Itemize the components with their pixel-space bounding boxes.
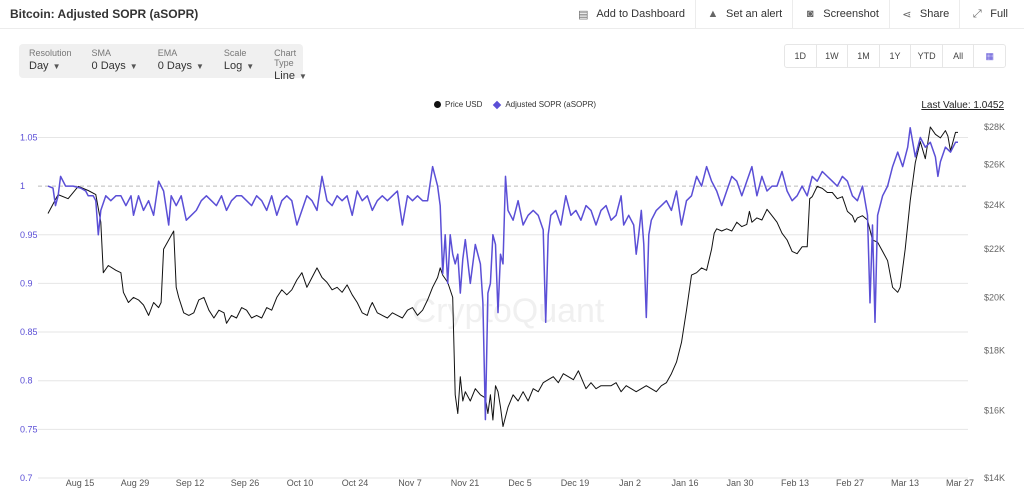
add-to-dashboard-button[interactable]: ▤ Add to Dashboard bbox=[566, 0, 695, 28]
legend-sopr-label: Adjusted SOPR (aSOPR) bbox=[505, 100, 597, 109]
y-right-tick-label: $16K bbox=[984, 405, 1005, 415]
y-right-tick-label: $24K bbox=[984, 200, 1005, 210]
sma-select[interactable]: SMA 0 Days ▼ bbox=[82, 44, 148, 78]
fullscreen-label: Full bbox=[990, 8, 1008, 20]
x-tick-label: Sep 26 bbox=[231, 478, 260, 488]
x-tick-label: Jan 16 bbox=[671, 478, 698, 488]
y-right-tick-label: $20K bbox=[984, 292, 1005, 302]
x-tick-label: Aug 29 bbox=[121, 478, 150, 488]
y-left-tick-label: 0.85 bbox=[20, 327, 38, 337]
asopr-line[interactable] bbox=[47, 126, 958, 421]
set-alert-button[interactable]: ▲ Set an alert bbox=[694, 0, 792, 28]
x-tick-label: Jan 2 bbox=[619, 478, 641, 488]
screenshot-button[interactable]: ◙ Screenshot bbox=[792, 0, 889, 28]
bell-icon: ▲ bbox=[707, 8, 719, 20]
y-right-tick-label: $14K bbox=[984, 473, 1005, 483]
x-tick-label: Dec 5 bbox=[508, 478, 532, 488]
camera-icon: ◙ bbox=[806, 8, 814, 20]
x-tick-label: Mar 27 bbox=[946, 478, 974, 488]
share-label: Share bbox=[919, 8, 950, 20]
range-1d-button[interactable]: 1D bbox=[794, 51, 807, 61]
chart-settings: Resolution Day ▼ SMA 0 Days ▼ EMA 0 Days ▼ … bbox=[19, 44, 307, 82]
header-bar: Bitcoin: Adjusted SOPR (aSOPR) ▤ Add to D… bbox=[0, 0, 1024, 29]
share-button[interactable]: ⋖ Share bbox=[888, 0, 959, 28]
scale-select[interactable]: Scale Log ▼ bbox=[214, 44, 264, 78]
y-right-tick-label: $22K bbox=[984, 244, 1005, 254]
range-1y-button[interactable]: 1Y bbox=[878, 45, 911, 67]
header-actions: ▤ Add to Dashboard ▲ Set an alert ◙ Screens… bbox=[566, 0, 1018, 28]
x-tick-label: Dec 19 bbox=[561, 478, 590, 488]
ema-select[interactable]: EMA 0 Days ▼ bbox=[148, 44, 214, 78]
x-tick-label: Nov 21 bbox=[451, 478, 480, 488]
y-left-tick-label: 0.7 bbox=[20, 473, 33, 483]
chart-type-select[interactable]: Chart Type Line ▼ bbox=[264, 44, 317, 82]
chevron-down-icon: ▼ bbox=[298, 72, 307, 81]
range-buttons: 1D 1W 1M 1Y YTD All ▦ bbox=[784, 44, 1006, 68]
ema-label: EMA bbox=[157, 48, 178, 58]
dashboard-icon: ▤ bbox=[578, 8, 589, 21]
watermark: CryptoQuant bbox=[412, 292, 605, 330]
legend-sopr[interactable]: Adjusted SOPR (aSOPR) bbox=[493, 100, 597, 109]
chart-title: Bitcoin: Adjusted SOPR (aSOPR) bbox=[10, 7, 199, 21]
legend-price-marker bbox=[434, 101, 441, 108]
x-tick-label: Feb 27 bbox=[836, 478, 864, 488]
y-left-tick-label: 0.8 bbox=[20, 376, 33, 386]
x-tick-label: Feb 13 bbox=[781, 478, 809, 488]
chevron-down-icon: ▼ bbox=[195, 62, 204, 71]
y-left-tick-label: 0.9 bbox=[20, 278, 33, 288]
range-1m-button[interactable]: 1M bbox=[847, 45, 879, 67]
x-tick-label: Aug 15 bbox=[66, 478, 95, 488]
chart-type-label: Chart Type bbox=[274, 48, 297, 68]
y-right-tick-label: $26K bbox=[984, 159, 1005, 169]
scale-value: Log bbox=[223, 60, 243, 72]
chart-type-value: Line bbox=[274, 70, 295, 82]
range-ytd-button[interactable]: YTD bbox=[910, 45, 942, 67]
x-tick-label: Mar 13 bbox=[891, 478, 919, 488]
resolution-label: Resolution bbox=[29, 48, 72, 58]
price-usd-line[interactable] bbox=[47, 126, 958, 427]
y-left-tick-label: 1.05 bbox=[20, 132, 38, 142]
resolution-value: Day bbox=[29, 60, 49, 72]
y-right-tick-label: $28K bbox=[984, 122, 1005, 132]
scale-label: Scale bbox=[223, 48, 247, 58]
chevron-down-icon: ▼ bbox=[52, 62, 61, 71]
range-1w-button[interactable]: 1W bbox=[815, 45, 848, 67]
last-value-link[interactable]: Last Value: 1.0452 bbox=[921, 100, 1004, 111]
screenshot-label: Screenshot bbox=[823, 8, 879, 20]
y-right-tick-label: $18K bbox=[984, 346, 1005, 356]
chevron-down-icon: ▼ bbox=[246, 62, 255, 71]
chart-legend: Price USD Adjusted SOPR (aSOPR) bbox=[434, 100, 608, 109]
calendar-icon[interactable]: ▦ bbox=[973, 45, 1005, 67]
share-icon: ⋖ bbox=[902, 8, 912, 21]
legend-price[interactable]: Price USD bbox=[434, 100, 482, 109]
fullscreen-button[interactable]: ⤢ Full bbox=[959, 0, 1018, 28]
range-all-button[interactable]: All bbox=[941, 45, 974, 67]
x-tick-label: Oct 10 bbox=[287, 478, 314, 488]
resolution-select[interactable]: Resolution Day ▼ bbox=[19, 44, 82, 78]
y-left-tick-label: 1 bbox=[20, 181, 25, 191]
set-alert-label: Set an alert bbox=[725, 8, 783, 20]
legend-price-label: Price USD bbox=[445, 100, 483, 109]
x-tick-label: Oct 24 bbox=[342, 478, 369, 488]
sma-label: SMA bbox=[91, 48, 112, 58]
chevron-down-icon: ▼ bbox=[129, 62, 138, 71]
y-left-tick-label: 0.95 bbox=[20, 230, 38, 240]
y-left-tick-label: 0.75 bbox=[20, 424, 38, 434]
fullscreen-icon: ⤢ bbox=[972, 7, 982, 20]
sma-value: 0 Days bbox=[91, 60, 126, 72]
add-to-dashboard-label: Add to Dashboard bbox=[596, 8, 685, 20]
ema-value: 0 Days bbox=[157, 60, 192, 72]
x-tick-label: Jan 30 bbox=[726, 478, 753, 488]
x-tick-label: Sep 12 bbox=[176, 478, 205, 488]
x-tick-label: Nov 7 bbox=[398, 478, 422, 488]
